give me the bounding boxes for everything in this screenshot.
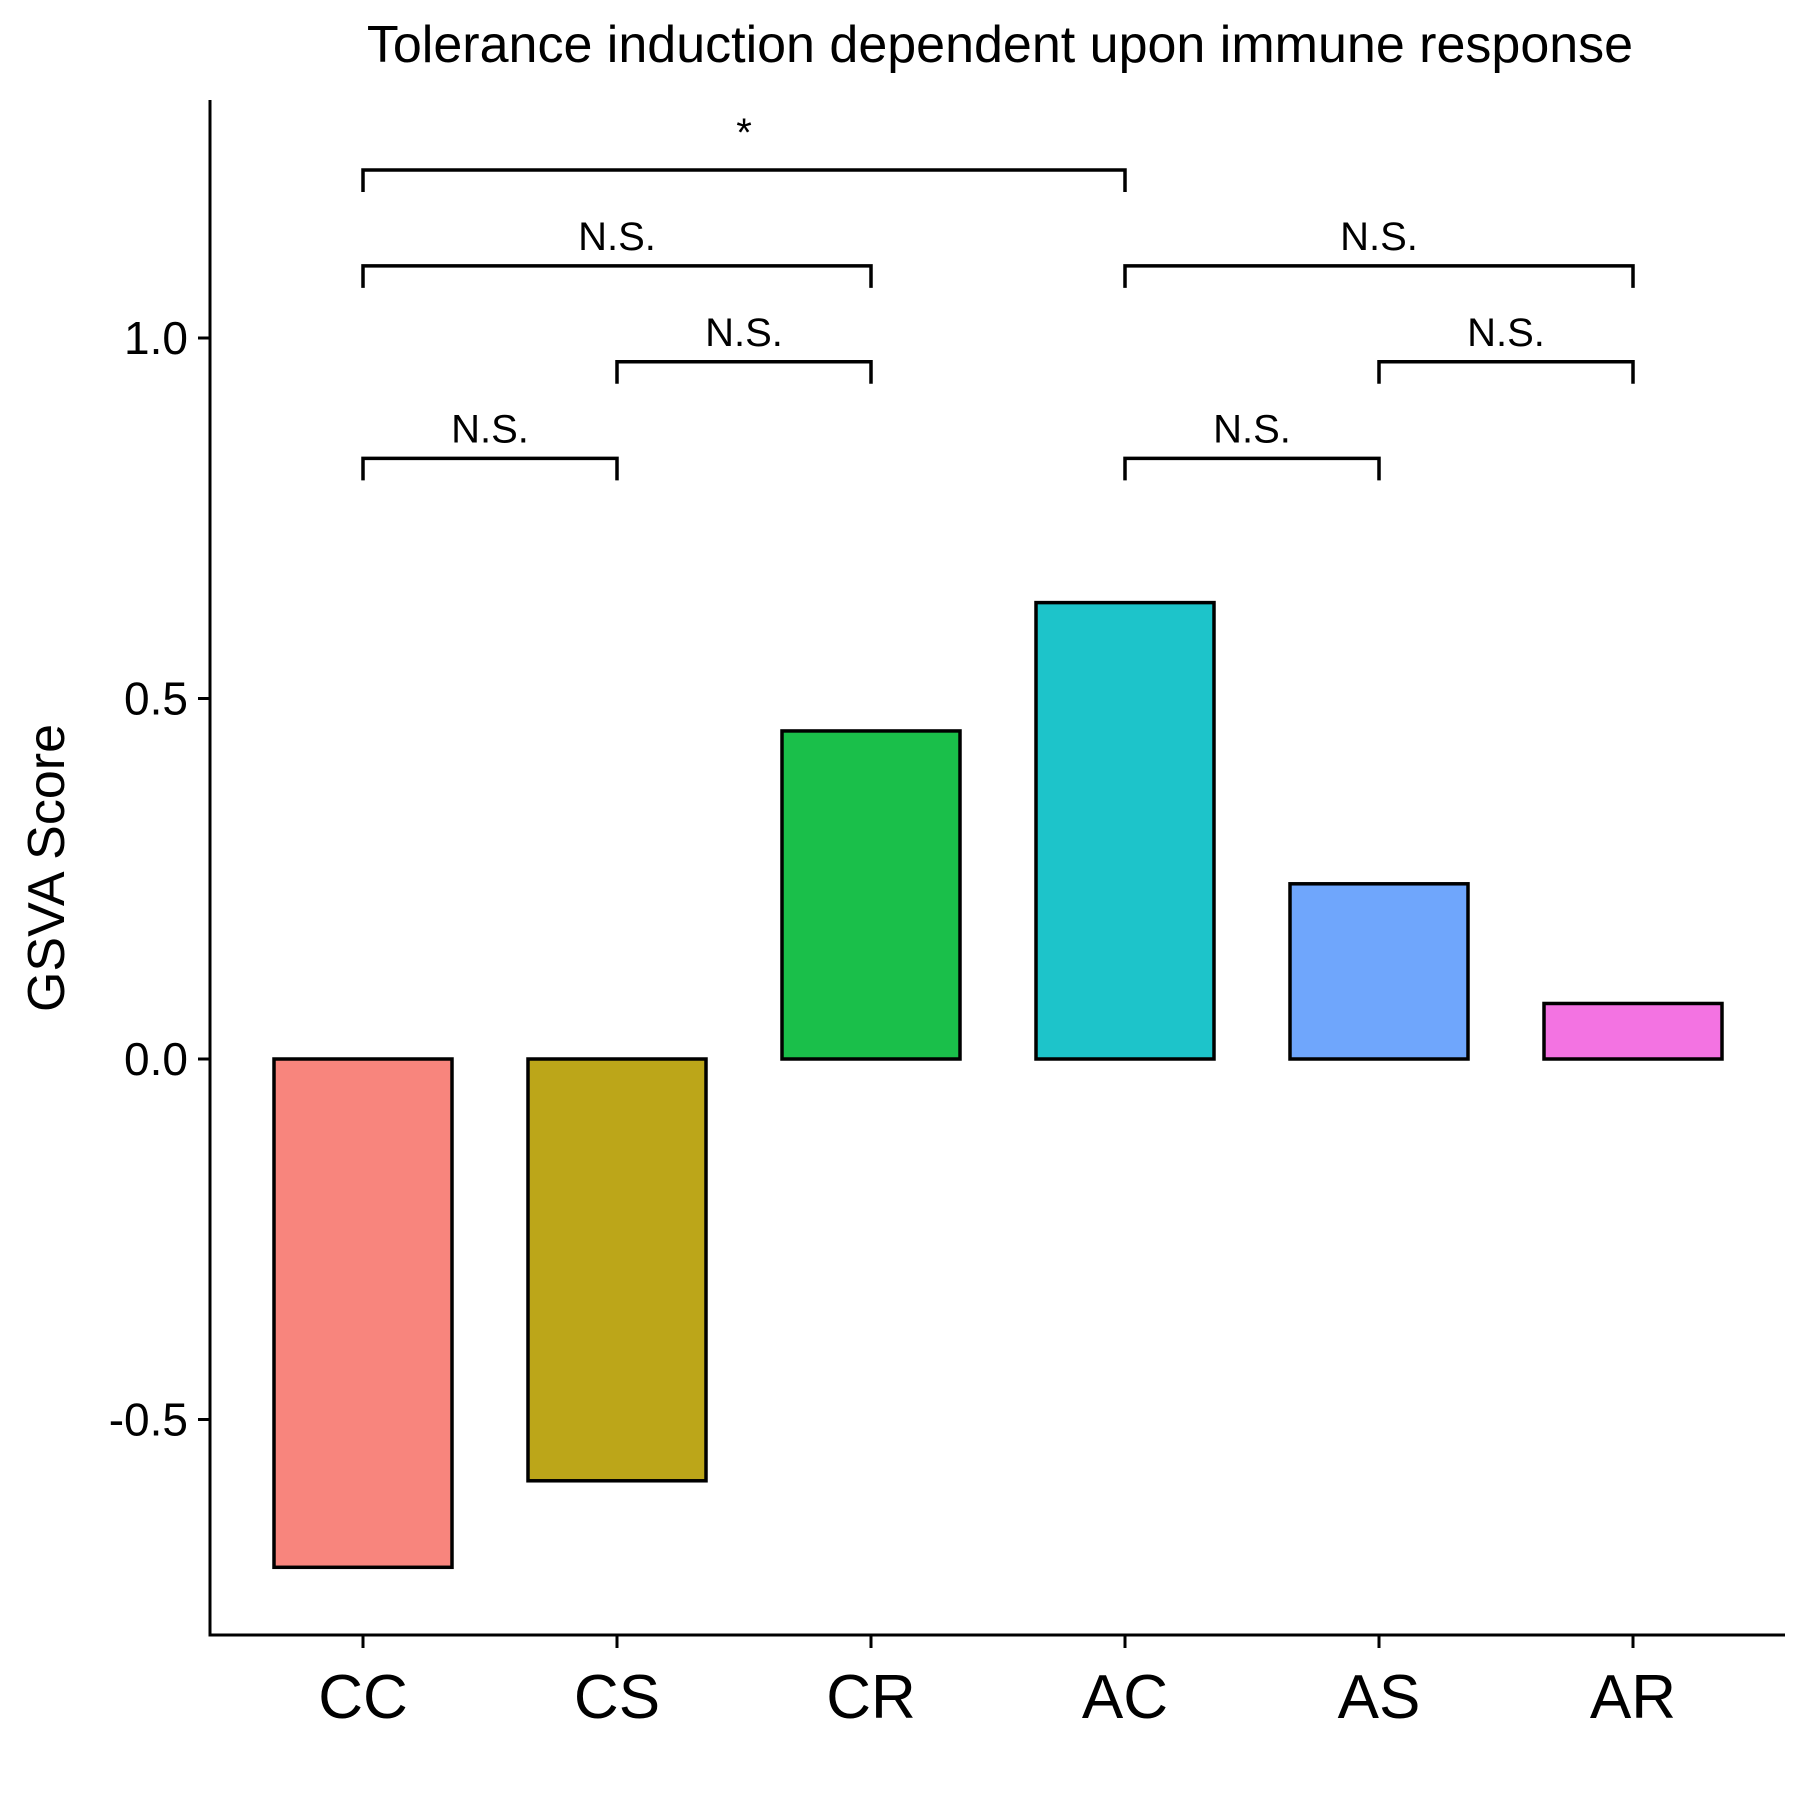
comparison-cc-cs: N.S. <box>361 407 619 481</box>
significance-brackets: N.S. N.S. N.S. * N.S. N.S. N.S. <box>361 111 1635 481</box>
x-tick-label-ac: AC <box>1082 1663 1168 1732</box>
bars-layer <box>272 600 1724 1570</box>
significance-label: N.S. <box>1213 407 1291 451</box>
significance-bracket <box>361 456 619 481</box>
bar-cc <box>272 1057 454 1570</box>
bar-ar <box>1542 1001 1724 1061</box>
significance-bracket <box>361 264 873 288</box>
significance-label: N.S. <box>578 215 656 259</box>
significance-label: N.S. <box>1340 215 1418 259</box>
x-tick-label-cs: CS <box>574 1663 660 1732</box>
y-tick-label: 0.5 <box>124 673 188 725</box>
significance-label: N.S. <box>451 407 529 451</box>
comparison-as-ar: N.S. <box>1377 311 1635 384</box>
significance-label: N.S. <box>705 311 783 355</box>
significance-bracket <box>361 168 1127 193</box>
y-tick-label: 0.0 <box>124 1033 188 1085</box>
significance-bracket <box>615 360 873 384</box>
comparison-ac-ar: N.S. <box>1123 215 1635 288</box>
x-tick-label-cc: CC <box>318 1663 408 1732</box>
y-tick-label: -0.5 <box>109 1394 188 1446</box>
comparison-cc-ac: * <box>361 111 1127 193</box>
y-axis-ticks: -0.5 0.0 0.5 1.0 <box>109 312 210 1446</box>
bar-as <box>1288 882 1470 1061</box>
bar-cs <box>526 1057 708 1483</box>
x-tick-label-cr: CR <box>826 1663 916 1732</box>
comparison-cc-cr: N.S. <box>361 215 873 288</box>
significance-bracket <box>1123 264 1635 288</box>
significance-label: * <box>736 111 752 155</box>
significance-bracket <box>1377 360 1635 384</box>
comparison-ac-as: N.S. <box>1123 407 1381 481</box>
significance-bracket <box>1123 456 1381 481</box>
chart-title: Tolerance induction dependent upon immun… <box>367 16 1633 74</box>
x-tick-label-as: AS <box>1338 1663 1421 1732</box>
bar-cr <box>780 729 962 1061</box>
x-tick-label-ar: AR <box>1590 1663 1676 1732</box>
y-tick-label: 1.0 <box>124 312 188 364</box>
y-axis-title: GSVA Score <box>18 724 76 1012</box>
bar-ac <box>1034 600 1216 1061</box>
plot-area: N.S.N.S.N.S.*N.S.N.S.N.S. -0.50.00.51.0 … <box>109 100 1785 1732</box>
x-axis-ticks: CC CS CR AC AS AR <box>318 1635 1676 1732</box>
significance-label: N.S. <box>1467 311 1545 355</box>
comparison-cs-cr: N.S. <box>615 311 873 384</box>
